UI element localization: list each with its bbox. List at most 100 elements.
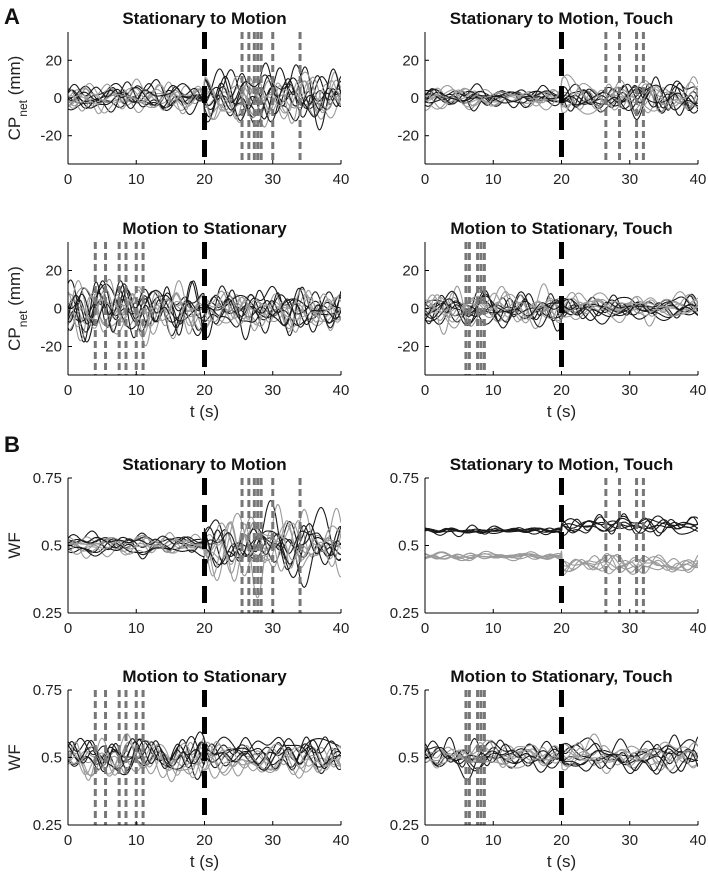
y-label-subscript: net bbox=[16, 310, 30, 327]
y-tick-label: -20 bbox=[40, 339, 62, 356]
subplot-2: 0 10 20 30 40 -20 0 20 Stationary to Motion, Tou… bbox=[397, 9, 706, 188]
y-tick-label: 0.25 bbox=[33, 605, 62, 622]
x-tick-label: 30 bbox=[264, 832, 281, 849]
x-tick-label: 40 bbox=[690, 171, 707, 188]
subplot-1: 0 10 20 30 40 -20 0 20 Stationary to Motion CPnet… bbox=[5, 9, 349, 188]
y-tick-label: 0.5 bbox=[41, 750, 62, 767]
x-tick-label: 20 bbox=[553, 382, 570, 399]
x-tick-label: 30 bbox=[621, 620, 638, 637]
subplot-4: 0 10 20 30 40 -20 0 20 Motion to Stationary, Tou… bbox=[397, 219, 706, 421]
y-tick-label: 20 bbox=[45, 52, 62, 69]
y-tick-label: -20 bbox=[40, 128, 62, 145]
x-tick-label: 10 bbox=[485, 832, 502, 849]
subplot-title: Motion to Stationary, Touch bbox=[450, 667, 672, 686]
x-tick-label: 40 bbox=[690, 382, 707, 399]
x-tick-label: 10 bbox=[485, 382, 502, 399]
x-tick-label: 0 bbox=[64, 832, 72, 849]
subplot-3: 0 10 20 30 40 -20 0 20 Motion to Stationary CPnet… bbox=[5, 219, 349, 421]
panel-letter-b: B bbox=[4, 432, 20, 457]
y-axis-label: CPnet (mm) bbox=[5, 56, 30, 141]
x-tick-label: 10 bbox=[128, 620, 145, 637]
y-label-main: CP bbox=[5, 327, 24, 351]
series-line bbox=[68, 290, 341, 337]
subplot-5: 0 10 20 30 40 0.25 0.5 0.75 Stationary to Motion… bbox=[5, 455, 349, 637]
x-axis-label: t (s) bbox=[190, 852, 219, 871]
x-tick-label: 0 bbox=[64, 171, 72, 188]
y-tick-label: 0.25 bbox=[390, 817, 419, 834]
x-tick-label: 30 bbox=[621, 832, 638, 849]
y-axis-label: CPnet (mm) bbox=[5, 266, 30, 351]
y-axis-label: WF bbox=[5, 532, 24, 558]
x-tick-label: 40 bbox=[333, 620, 350, 637]
y-label-subscript: net bbox=[16, 99, 30, 116]
x-tick-label: 40 bbox=[333, 171, 350, 188]
x-tick-label: 40 bbox=[333, 832, 350, 849]
y-axis-label: WF bbox=[5, 744, 24, 770]
x-tick-label: 20 bbox=[553, 620, 570, 637]
x-tick-label: 0 bbox=[64, 620, 72, 637]
x-tick-label: 40 bbox=[333, 382, 350, 399]
x-tick-label: 10 bbox=[485, 171, 502, 188]
y-tick-label: 0.75 bbox=[390, 470, 419, 487]
subplot-title: Stationary to Motion bbox=[122, 455, 286, 474]
x-axis-label: t (s) bbox=[190, 402, 219, 421]
y-tick-label: 0.5 bbox=[398, 538, 419, 555]
x-axis-label: t (s) bbox=[547, 402, 576, 421]
y-tick-label: 0 bbox=[411, 301, 419, 318]
x-axis-label: t (s) bbox=[547, 852, 576, 871]
x-tick-label: 20 bbox=[196, 620, 213, 637]
y-label-main: CP bbox=[5, 117, 24, 141]
y-tick-label: 0.25 bbox=[33, 817, 62, 834]
x-tick-label: 10 bbox=[128, 171, 145, 188]
y-label-unit: (mm) bbox=[5, 266, 24, 310]
x-tick-label: 30 bbox=[621, 382, 638, 399]
x-tick-label: 20 bbox=[196, 382, 213, 399]
x-tick-label: 30 bbox=[264, 382, 281, 399]
y-tick-label: 20 bbox=[402, 263, 419, 280]
series-line bbox=[68, 740, 341, 779]
subplot-title: Stationary to Motion, Touch bbox=[450, 455, 674, 474]
y-tick-label: 0 bbox=[54, 90, 62, 107]
y-tick-label: 0.5 bbox=[398, 750, 419, 767]
x-tick-label: 40 bbox=[690, 620, 707, 637]
series-line bbox=[425, 518, 698, 534]
y-tick-label: -20 bbox=[397, 128, 419, 145]
y-tick-label: 20 bbox=[45, 263, 62, 280]
y-tick-label: 0.75 bbox=[33, 682, 62, 699]
x-tick-label: 10 bbox=[128, 382, 145, 399]
subplot-title: Stationary to Motion, Touch bbox=[450, 9, 674, 28]
x-tick-label: 0 bbox=[421, 620, 429, 637]
x-tick-label: 20 bbox=[553, 832, 570, 849]
series-line bbox=[425, 550, 698, 575]
y-tick-label: -20 bbox=[397, 339, 419, 356]
x-tick-label: 30 bbox=[621, 171, 638, 188]
subplot-7: 0 10 20 30 40 0.25 0.5 0.75 Motion to Stationary… bbox=[5, 667, 349, 871]
subplot-title: Motion to Stationary, Touch bbox=[450, 219, 672, 238]
x-tick-label: 30 bbox=[264, 620, 281, 637]
series-line bbox=[68, 280, 341, 341]
subplot-8: 0 10 20 30 40 0.25 0.5 0.75 Motion to Stationary… bbox=[390, 667, 707, 871]
x-tick-label: 40 bbox=[690, 832, 707, 849]
traces bbox=[425, 513, 698, 576]
subplot-6: 0 10 20 30 40 0.25 0.5 0.75 Stationary to Motion… bbox=[390, 455, 707, 637]
y-tick-label: 0 bbox=[411, 90, 419, 107]
x-tick-label: 0 bbox=[421, 382, 429, 399]
panel-letter-a: A bbox=[4, 4, 20, 29]
x-tick-label: 10 bbox=[485, 620, 502, 637]
series-line bbox=[68, 71, 341, 119]
y-tick-label: 0.75 bbox=[390, 682, 419, 699]
x-tick-label: 20 bbox=[196, 171, 213, 188]
y-tick-label: 0.5 bbox=[41, 538, 62, 555]
subplot-title: Motion to Stationary bbox=[122, 667, 287, 686]
series-line bbox=[425, 74, 698, 111]
x-tick-label: 0 bbox=[421, 832, 429, 849]
x-tick-label: 20 bbox=[196, 832, 213, 849]
y-tick-label: 0 bbox=[54, 301, 62, 318]
y-tick-label: 0.25 bbox=[390, 605, 419, 622]
y-tick-label: 0.75 bbox=[33, 470, 62, 487]
x-tick-label: 20 bbox=[553, 171, 570, 188]
subplot-title: Motion to Stationary bbox=[122, 219, 287, 238]
y-tick-label: 20 bbox=[402, 52, 419, 69]
